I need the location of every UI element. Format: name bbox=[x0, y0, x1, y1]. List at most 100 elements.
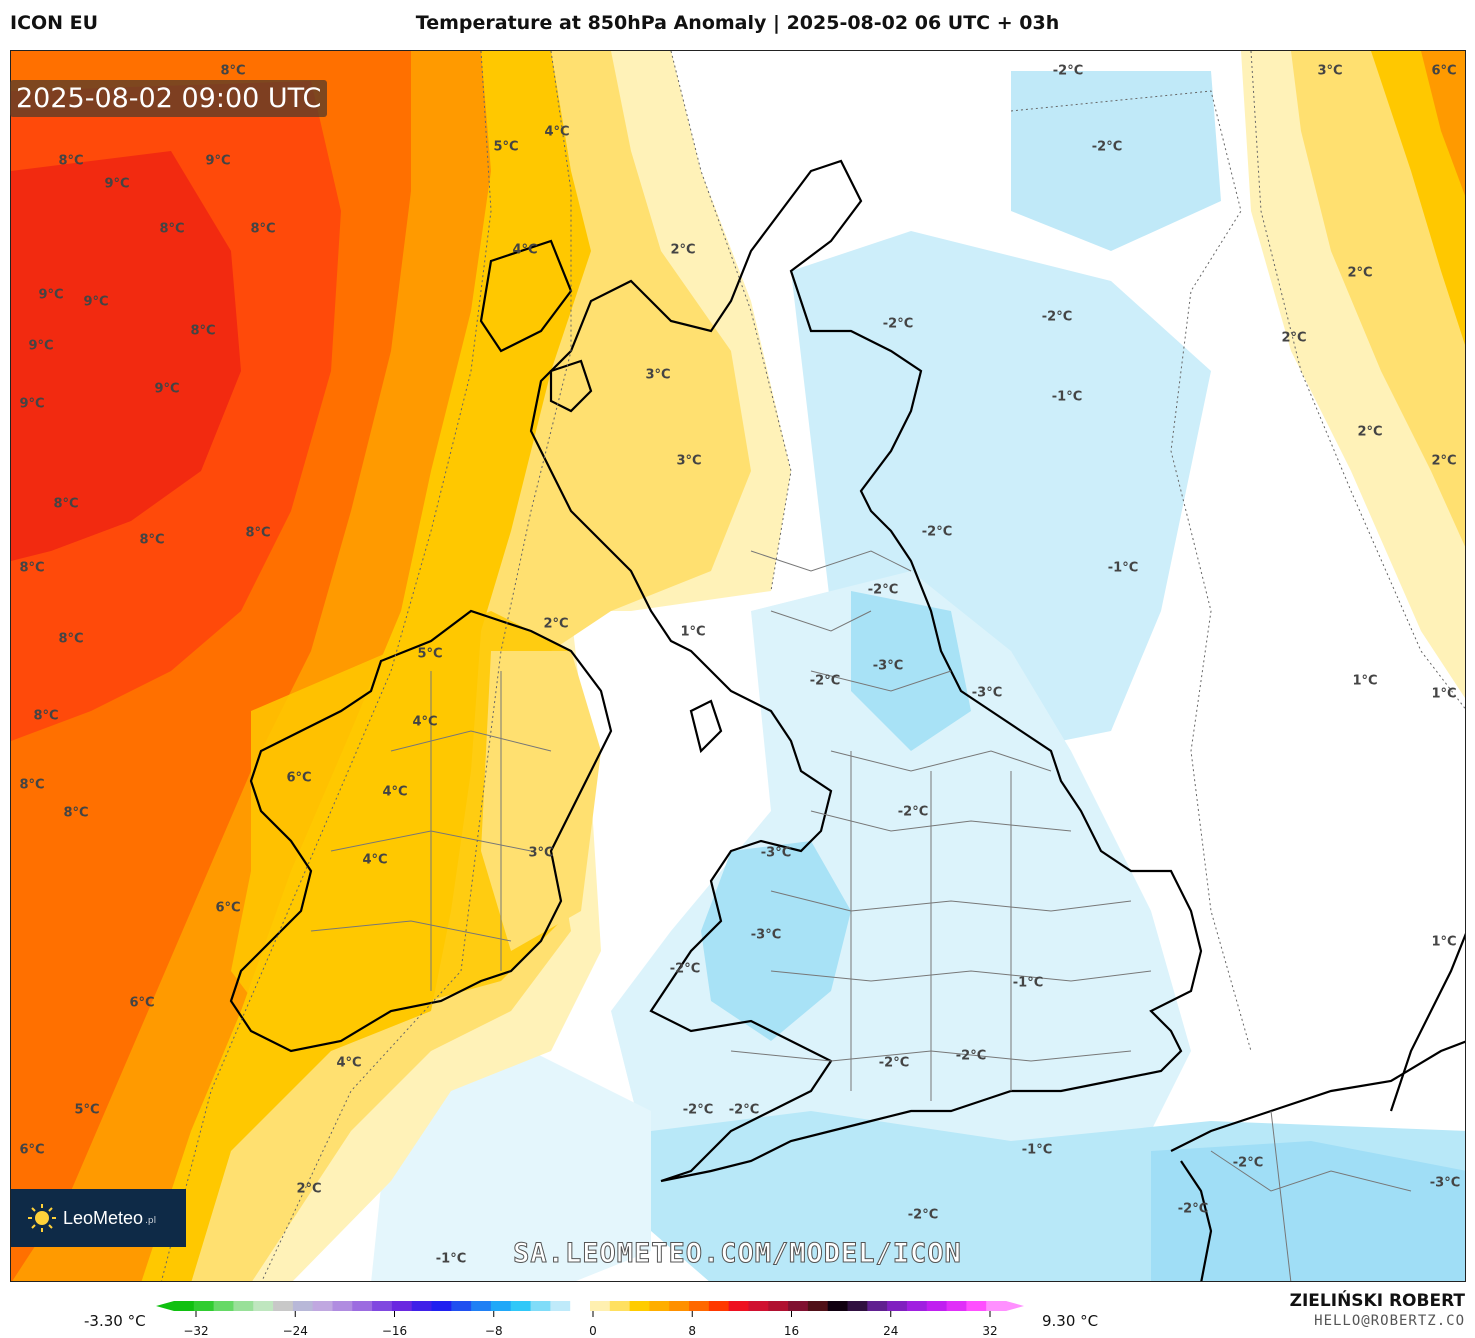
contour-label: 9°C bbox=[19, 396, 45, 412]
author-email[interactable]: HELLO@ROBERTZ.CO bbox=[1314, 1313, 1465, 1329]
cold-zone-se bbox=[1151, 1141, 1465, 1281]
contour-label: 4°C bbox=[512, 242, 538, 258]
colorbar-swatch bbox=[391, 1301, 413, 1311]
contour-label: -2°C bbox=[1091, 139, 1123, 155]
contour-label: -1°C bbox=[1051, 389, 1083, 405]
contour-label: 3°C bbox=[528, 845, 554, 861]
contour-label: 8°C bbox=[190, 323, 216, 339]
colorbar-swatch bbox=[312, 1301, 333, 1311]
colorbar-swatch bbox=[451, 1301, 472, 1311]
colorbar-swatch bbox=[609, 1301, 631, 1311]
valid-time-badge: 2025-08-02 09:00 UTC bbox=[10, 80, 328, 117]
contour-label: 8°C bbox=[220, 63, 246, 79]
colorbar-swatch bbox=[649, 1301, 670, 1311]
colorbar-swatch bbox=[946, 1301, 967, 1311]
contour-label: -2°C bbox=[1232, 1155, 1264, 1171]
chart-title: Temperature at 850hPa Anomaly | 2025-08-… bbox=[415, 12, 1060, 34]
colorbar-swatch bbox=[926, 1301, 948, 1311]
colorbar-swatch bbox=[966, 1301, 987, 1311]
contour-label: 3°C bbox=[676, 453, 702, 469]
contour-label: 1°C bbox=[680, 624, 706, 640]
cold-zone-neast bbox=[851, 591, 971, 751]
colorbar-swatch bbox=[669, 1301, 690, 1311]
colorbar-swatch bbox=[590, 1301, 611, 1311]
colorbar-swatch bbox=[847, 1301, 868, 1311]
colorbar-tick-label: −32 bbox=[183, 1324, 209, 1338]
author-name: ZIELIŃSKI ROBERT bbox=[1289, 1291, 1465, 1311]
colorbar-swatch bbox=[510, 1301, 532, 1311]
contour-label: -1°C bbox=[435, 1251, 467, 1267]
contour-label: -2°C bbox=[907, 1207, 939, 1223]
cold-zone-uk bbox=[611, 571, 1191, 1211]
contour-label: -3°C bbox=[971, 685, 1003, 701]
colorbar-swatch bbox=[233, 1301, 254, 1311]
contour-label: 1°C bbox=[1431, 934, 1457, 950]
contour-label: 2°C bbox=[296, 1181, 322, 1197]
contour-label: 2°C bbox=[1357, 424, 1383, 440]
contour-label: 9°C bbox=[205, 153, 231, 169]
colorbar-tick-label: −8 bbox=[484, 1324, 503, 1338]
colorbar-swatch bbox=[807, 1301, 829, 1311]
contour-label: 2°C bbox=[1431, 453, 1457, 469]
colorbar-tick-label: 0 bbox=[589, 1324, 597, 1338]
colorbar-max-arrow bbox=[1006, 1301, 1024, 1311]
colorbar-swatch bbox=[748, 1301, 769, 1311]
contour-label: -2°C bbox=[728, 1102, 760, 1118]
contour-label: 4°C bbox=[362, 852, 388, 868]
contour-label: 3°C bbox=[645, 367, 671, 383]
map-canvas bbox=[11, 51, 1465, 1281]
colorbar-tick-label: 32 bbox=[982, 1324, 998, 1338]
colorbar-min-arrow bbox=[156, 1301, 174, 1311]
contour-label: 9°C bbox=[83, 294, 109, 310]
colorbar-swatch bbox=[768, 1301, 789, 1311]
logo-text: LeoMeteo bbox=[63, 1207, 144, 1228]
contour-label: 8°C bbox=[58, 631, 84, 647]
cold-zone-sw bbox=[371, 1051, 651, 1281]
contour-label: -2°C bbox=[809, 673, 841, 689]
contour-label: 4°C bbox=[544, 124, 570, 140]
contour-label: 4°C bbox=[382, 784, 408, 800]
colorbar-swatch bbox=[550, 1301, 571, 1311]
contour-label: 8°C bbox=[245, 525, 271, 541]
colorbar-swatch bbox=[273, 1301, 294, 1311]
colorbar-swatch bbox=[708, 1301, 730, 1311]
contour-label: 2°C bbox=[543, 616, 569, 632]
contour-label: 2°C bbox=[670, 242, 696, 258]
colorbar-tick-label: −24 bbox=[282, 1324, 308, 1338]
colorbar-swatch bbox=[689, 1301, 710, 1311]
contour-label: 6°C bbox=[19, 1142, 45, 1158]
contour-label: -2°C bbox=[897, 804, 929, 820]
colorbar-swatch bbox=[570, 1301, 591, 1311]
contour-label: -2°C bbox=[682, 1102, 714, 1118]
colorbar-swatch bbox=[530, 1301, 551, 1311]
contour-label: 5°C bbox=[493, 139, 519, 155]
cold-zone-wales bbox=[701, 841, 851, 1041]
contour-label: -3°C bbox=[750, 927, 782, 943]
contour-label: 5°C bbox=[74, 1102, 100, 1118]
contour-label: -2°C bbox=[882, 316, 914, 332]
warm-zone-deepred bbox=[11, 151, 241, 561]
cold-zone-north bbox=[1011, 71, 1221, 251]
model-name: ICON EU bbox=[10, 12, 99, 34]
colorbar-swatch bbox=[253, 1301, 274, 1311]
contour-label: 5°C bbox=[417, 646, 443, 662]
contour-label: -1°C bbox=[1107, 560, 1139, 576]
contour-label: -2°C bbox=[921, 524, 953, 540]
contour-label: 8°C bbox=[58, 153, 84, 169]
leometeo-logo[interactable]: LeoMeteo .pl bbox=[11, 1189, 186, 1247]
sun-icon bbox=[28, 1204, 56, 1232]
contour-label: 9°C bbox=[104, 176, 130, 192]
colorbar-swatch bbox=[490, 1301, 512, 1311]
contour-label: -2°C bbox=[1177, 1201, 1209, 1217]
colorbar-swatch bbox=[728, 1301, 749, 1311]
colorbar-swatch bbox=[906, 1301, 928, 1311]
contour-label: 8°C bbox=[19, 560, 45, 576]
contour-label: -3°C bbox=[872, 658, 904, 674]
contour-label: -2°C bbox=[955, 1048, 987, 1064]
admin-boundaries bbox=[310, 550, 1412, 1281]
weather-map[interactable]: 8°C 8°C 9°C 9°C 8°C 8°C 9°C 9°C 8°C 9°C 9°C 9°C 8°C 8… bbox=[10, 50, 1466, 1282]
site-watermark: SA.LEOMETEO.COM/MODEL/ICON bbox=[513, 1238, 962, 1270]
contour-label: 3°C bbox=[1317, 63, 1343, 79]
contour-label: 1°C bbox=[1431, 686, 1457, 702]
ireland-pale bbox=[481, 651, 601, 951]
